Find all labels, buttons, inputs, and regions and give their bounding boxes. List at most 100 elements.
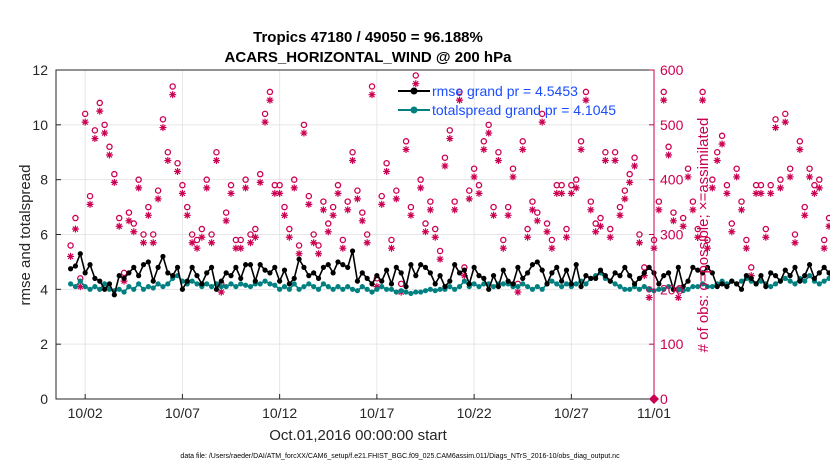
totalspread-point [772,281,779,287]
obs-possible-point [86,192,94,200]
totalspread-point [437,286,443,292]
obs-assimilated-point [344,206,352,214]
rmse-point [165,270,171,276]
obs-possible-point [772,116,779,123]
obs-possible-point [91,127,99,134]
rmse-point [422,264,429,270]
totalspread-point [87,286,93,292]
totalspread-point [476,283,482,290]
obs-assimilated-point [315,250,323,258]
totalspread-point [194,281,200,287]
obs-possible-point [757,181,765,189]
obs-assimilated-point [441,162,449,170]
obs-possible-point [164,148,172,156]
rmse-point [631,281,638,287]
obs-assimilated-point [480,146,488,154]
rmse-point [97,278,103,284]
totalspread-point [704,283,711,290]
obs-assimilated-point [212,156,220,164]
rmse-point [568,281,574,287]
x-tick-label: 10/12 [262,405,297,421]
obs-possible-point [504,203,512,211]
obs-possible-point [227,181,235,189]
rmse-point [145,259,151,265]
legend-rmse-marker [410,87,418,95]
obs-assimilated-point [407,211,415,219]
obs-assimilated-point [533,217,541,225]
rmse-point [403,283,409,290]
obs-assimilated-point [562,233,570,241]
rmse-point [374,273,380,279]
obs-possible-point [456,88,463,96]
y-tick-label-left: 8 [40,172,48,188]
totalspread-point [140,286,147,292]
obs-possible-point [816,176,823,183]
obs-possible-point [359,209,366,216]
totalspread-point [636,286,643,292]
obs-possible-point [679,214,687,222]
legend-spread-label: totalspread grand pr = 4.1045 [432,102,616,118]
obs-assimilated-point [601,156,609,164]
rmse-point [695,267,701,273]
rmse-point [573,262,579,268]
rmse-point [806,262,813,268]
rmse-point [529,262,536,268]
totalspread-point [121,289,127,295]
rmse-point [597,267,604,273]
obs-possible-point [811,181,818,189]
obs-assimilated-point [290,184,298,192]
obs-possible-point [616,203,624,211]
obs-assimilated-point [368,91,376,99]
totalspread-point [583,281,589,287]
totalspread-point [165,281,171,287]
obs-assimilated-point [460,272,468,280]
obs-possible-point [470,165,478,172]
rmse-point [408,262,414,268]
totalspread-point [126,283,132,290]
totalspread-point [189,278,195,284]
obs-assimilated-point [577,146,585,154]
obs-possible-point [203,176,210,183]
rmse-point [291,275,297,281]
obs-possible-point [660,88,667,96]
rmse-point [729,278,735,284]
obs-possible-point [140,231,147,238]
obs-assimilated-point [183,211,191,219]
totalspread-point [257,281,263,287]
rmse-point [646,264,652,270]
obs-assimilated-point [96,107,104,115]
chart-title: Tropics 47180 / 49050 = 96.188% ACARS_HO… [225,29,513,66]
obs-assimilated-point [271,189,279,197]
totalspread-point [563,281,570,287]
obs-possible-point [791,231,799,238]
obs-possible-point [213,148,220,156]
obs-assimilated-point [747,272,755,280]
totalspread-point [223,283,229,290]
obs-possible-point [179,181,186,189]
obs-assimilated-point [412,80,420,88]
rmse-point [340,262,346,268]
rmse-point [286,281,292,287]
rmse-point [627,273,633,279]
totalspread-point [277,286,283,292]
obs-assimilated-point [548,244,556,252]
totalspread-point [354,288,361,294]
obs-possible-point [305,192,313,200]
obs-possible-point [636,231,643,238]
obs-possible-point [558,181,565,189]
obs-assimilated-point [358,217,366,225]
rmse-point [748,275,754,281]
obs-possible-point [412,72,420,79]
x-tick-label: 10/27 [554,405,589,421]
obs-possible-point [115,214,123,222]
totalspread-point [393,289,399,295]
obs-assimilated-point [101,129,109,137]
rmse-point [636,275,643,281]
obs-assimilated-point [626,178,634,186]
rmse-point [111,292,117,298]
obs-assimilated-point [324,228,332,236]
totalspread-point [247,283,254,290]
obs-assimilated-point [402,146,410,154]
rmse-point [811,275,818,281]
obs-possible-point [402,138,410,145]
